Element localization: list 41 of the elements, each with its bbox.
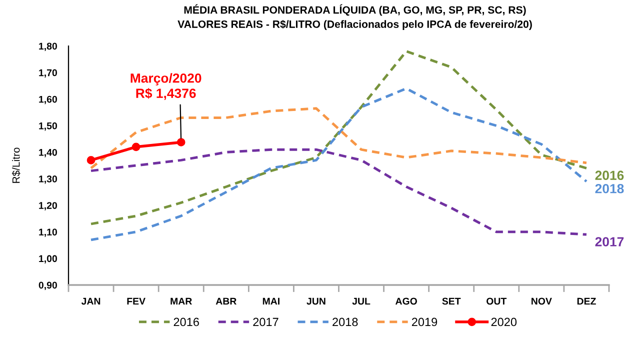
line-series (90, 50, 588, 226)
chart-title: MÉDIA BRASIL PONDERADA LÍQUIDA (BA, GO, MG, SP, PR, SC, RS) (184, 4, 526, 16)
y-tick-label: 0,90 (38, 282, 57, 290)
annotation: 2016 (595, 170, 624, 180)
legend-label: 2017 (253, 318, 278, 326)
annotation: Março/2020 R$ 1,4376 (130, 73, 202, 100)
y-tick-label: 1,00 (39, 255, 57, 264)
chart-subtitle: VALORES REAIS - R$/LITRO (Deflacionados pelo IPCA de fevereiro/20) (178, 20, 532, 30)
x-tick-label: MAR (170, 298, 192, 305)
annotation: 2017 (595, 237, 624, 246)
x-tick-label: AGO (395, 298, 417, 305)
line-series (90, 148, 588, 236)
legend-label: 2016 (174, 318, 199, 326)
point (132, 142, 140, 152)
point (176, 138, 186, 146)
x-tick-label: SET (442, 298, 461, 305)
x-tick-label: JUL (352, 298, 370, 305)
x-tick-label: NOV (532, 298, 552, 305)
x-tick-label: JAN (81, 298, 100, 305)
y-tick-label: 1,40 (39, 148, 57, 158)
y-tick-label: 1,20 (39, 202, 57, 210)
x-tick-label: MAI (262, 298, 280, 305)
y-axis-title: R$/Litro (12, 148, 20, 183)
x-tick-label: ABR (216, 298, 236, 305)
y-tick-label: 1,80 (39, 42, 57, 52)
legend-label: 2019 (412, 318, 438, 326)
x-tick-label: OUT (486, 298, 507, 305)
x-tick-label: JUN (306, 298, 326, 305)
y-tick-label: 1,50 (39, 122, 57, 131)
legend-label: 2018 (332, 318, 358, 326)
line-series (90, 87, 588, 242)
point (86, 156, 96, 164)
y-tick-label: 1,10 (39, 228, 57, 237)
y-tick-label: 1,60 (39, 96, 57, 104)
y-tick-label: 1,70 (39, 69, 57, 78)
y-tick-label: 1,30 (39, 176, 57, 184)
legend-label: 2020 (491, 318, 517, 326)
x-tick-label: FEV (127, 298, 146, 305)
annotation: 2018 (595, 184, 624, 194)
line-series (90, 107, 588, 170)
x-tick-label: DEZ (577, 298, 596, 305)
